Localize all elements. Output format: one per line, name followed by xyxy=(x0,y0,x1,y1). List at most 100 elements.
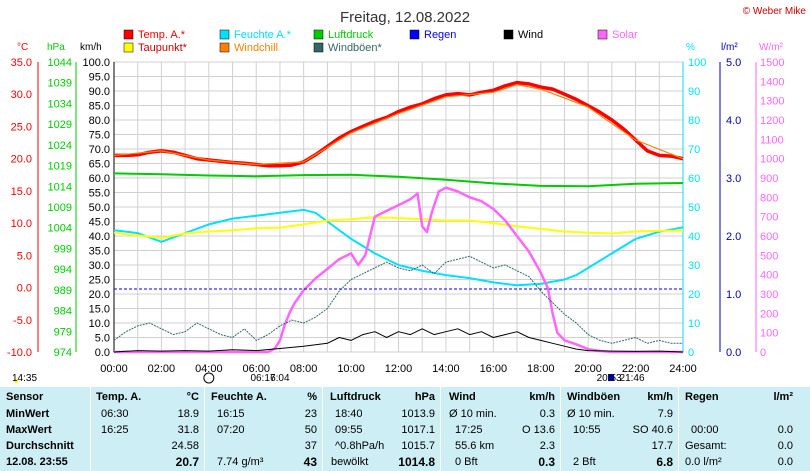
legend-label: Temp. A.* xyxy=(138,29,186,41)
moon-icon xyxy=(14,379,18,383)
x-tick: 10:00 xyxy=(337,363,365,375)
x-tick: 08:00 xyxy=(290,363,318,375)
cell-time: 16:25 xyxy=(101,424,129,436)
last-light: 21:46 xyxy=(620,373,645,384)
tick-wind: 55.0 xyxy=(89,188,110,200)
tick-solar: 500 xyxy=(760,250,778,262)
legend-swatch xyxy=(503,29,514,40)
cell-current: 0.3 xyxy=(538,455,555,469)
x-tick: 24:00 xyxy=(669,363,697,375)
cell-current: 43 xyxy=(303,455,317,469)
tick-wind: 5.0 xyxy=(95,333,110,345)
series-line xyxy=(113,83,684,166)
tick-temp: 0.0 xyxy=(17,283,32,295)
tick-pressure: 974 xyxy=(54,347,72,359)
legend-label: Windböen* xyxy=(328,42,383,54)
tick-wind: 35.0 xyxy=(89,246,110,258)
legend-swatch xyxy=(313,29,324,40)
hdr-gust: Windböen xyxy=(567,391,621,403)
cell-label: 0.0 l/m² xyxy=(685,456,722,468)
series-line xyxy=(113,255,683,344)
legend-swatch xyxy=(219,42,230,53)
tick-rain: 0.0 xyxy=(726,347,741,359)
series-line xyxy=(113,172,684,188)
tick-humidity: 70 xyxy=(688,144,700,156)
unit-solar: W/m² xyxy=(759,42,784,53)
x-tick: 04:00 xyxy=(195,363,223,375)
tick-pressure: 1009 xyxy=(48,202,72,214)
hdr-hum-unit: % xyxy=(307,391,317,403)
cell-label: 0 Bft xyxy=(455,456,478,468)
col-gust: Windböen km/h Ø 10 min. 7.9 10:55 SO 40.… xyxy=(560,387,679,471)
cell-value: 0.0 xyxy=(777,456,793,468)
tick-temp: 10.0 xyxy=(11,218,32,230)
tick-wind: 75.0 xyxy=(89,130,110,142)
tick-pressure: 989 xyxy=(54,285,72,297)
weather-chart: Freitag, 12.08.2022 © Weber Mike Temp. A… xyxy=(6,6,807,384)
tick-rain: 4.0 xyxy=(726,115,741,127)
legend: Temp. A.* Feuchte A.* Luftdruck Regen Wind So… xyxy=(123,29,638,54)
legend-swatch xyxy=(123,29,134,40)
row-label: Durchschnitt xyxy=(6,440,74,452)
cell-value: 17.7 xyxy=(651,440,673,452)
col-wind: Wind km/h Ø 10 min. 0.3 17:25 O 13.6 55.… xyxy=(440,387,561,471)
sunrise: 06:17 xyxy=(250,373,275,384)
unit-pressure: hPa xyxy=(47,42,65,53)
cell-value: 18.9 xyxy=(177,408,199,420)
copyright: © Weber Mike xyxy=(743,6,807,17)
hdr-press: Luftdruck xyxy=(330,391,381,403)
tick-solar: 1200 xyxy=(760,115,784,127)
x-tick: 20:00 xyxy=(574,363,602,375)
tick-wind: 25.0 xyxy=(89,275,110,287)
unit-temp: °C xyxy=(17,42,28,53)
x-tick: 12:00 xyxy=(385,363,413,375)
tick-humidity: 80 xyxy=(688,115,700,127)
col-rain: Regen l/m² 00:00 0.0 Gesamt: 0.0 0.0 l/m… xyxy=(678,387,803,471)
cell-value: 50 xyxy=(304,424,317,436)
tick-solar: 1300 xyxy=(760,96,784,108)
tick-wind: 0.0 xyxy=(95,347,110,359)
tick-wind: 65.0 xyxy=(89,159,110,171)
cell-label: 00:00 xyxy=(691,424,719,436)
sun-marker-icon xyxy=(608,374,615,381)
tick-pressure: 1039 xyxy=(48,78,72,90)
series-line xyxy=(113,328,684,353)
cell-label: 17:25 xyxy=(455,424,483,436)
tick-solar: 300 xyxy=(760,289,778,301)
series-lines xyxy=(113,80,684,354)
tick-rain: 1.0 xyxy=(726,289,741,301)
tick-pressure: 1044 xyxy=(48,57,72,69)
tick-solar: 1100 xyxy=(760,134,784,146)
cell-label: Ø 10 min. xyxy=(449,408,497,420)
cell-current: 1014.8 xyxy=(398,455,435,469)
cell-value: 7.9 xyxy=(657,408,673,420)
tick-temp: 30.0 xyxy=(11,89,32,101)
tick-wind: 15.0 xyxy=(89,304,110,316)
tick-rain: 2.0 xyxy=(726,231,741,243)
series-line xyxy=(113,216,683,239)
tick-pressure: 1034 xyxy=(48,98,72,110)
tick-pressure: 1014 xyxy=(48,181,72,193)
moonrise: 14:35 xyxy=(12,373,37,384)
unit-humidity: % xyxy=(686,42,695,53)
legend-label: Regen xyxy=(424,29,456,41)
first-light: 6:04 xyxy=(270,373,290,384)
tick-pressure: 999 xyxy=(54,243,72,255)
cell-current: 20.7 xyxy=(175,455,199,469)
hdr-hum: Feuchte A. xyxy=(211,391,267,403)
tick-humidity: 60 xyxy=(688,173,700,185)
tick-wind: 10.0 xyxy=(89,318,110,330)
tick-solar: 0 xyxy=(760,347,766,359)
tick-temp: -5.0 xyxy=(13,315,32,327)
tick-wind: 45.0 xyxy=(89,217,110,229)
cell-value: 1017.1 xyxy=(401,424,435,436)
row-label: MaxWert xyxy=(6,424,52,436)
x-tick: 00:00 xyxy=(100,363,128,375)
tick-wind: 85.0 xyxy=(89,101,110,113)
x-tick: 14:00 xyxy=(432,363,460,375)
cell-label: 55.6 km xyxy=(455,440,495,452)
hdr-gust-unit: km/h xyxy=(647,391,673,403)
cell-time: 07:20 xyxy=(217,424,245,436)
tick-humidity: 40 xyxy=(688,231,700,243)
